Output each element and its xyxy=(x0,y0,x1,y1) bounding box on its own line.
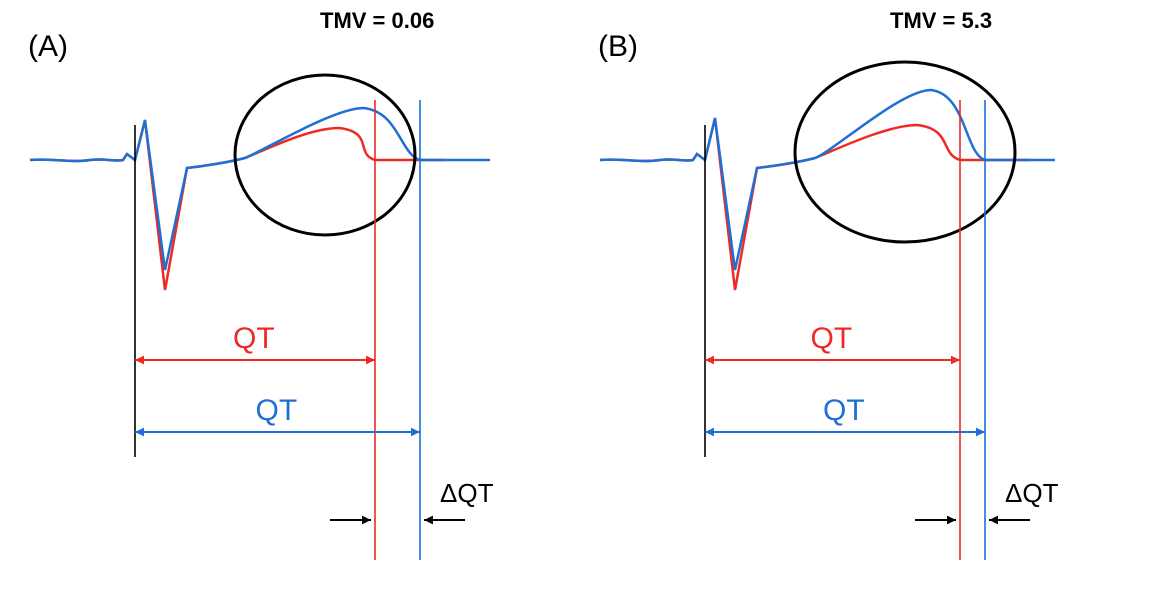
ecg-trace-blue xyxy=(30,108,490,270)
qt-red-label: QT xyxy=(233,322,275,356)
panel-svg xyxy=(20,0,580,600)
panel-label: (B) xyxy=(598,30,638,64)
qt-blue-label: QT xyxy=(823,394,865,428)
qt-blue-label: QT xyxy=(256,394,298,428)
tmv-label: TMV = 5.3 xyxy=(890,8,992,34)
t-wave-highlight-circle xyxy=(235,75,415,235)
ecg-trace-blue xyxy=(600,90,1055,270)
tmv-label: TMV = 0.06 xyxy=(320,8,434,34)
qt-red-label: QT xyxy=(811,322,853,356)
panel-svg xyxy=(590,0,1150,600)
panel-b: (B) TMV = 5.3 QT QT ΔQT xyxy=(590,0,1150,600)
panel-a: (A) TMV = 0.06 QT QT ΔQT xyxy=(20,0,580,600)
panel-label: (A) xyxy=(28,30,68,64)
ecg-trace-red xyxy=(30,120,445,290)
delta-qt-label: ΔQT xyxy=(440,478,493,509)
delta-qt-label: ΔQT xyxy=(1005,478,1058,509)
